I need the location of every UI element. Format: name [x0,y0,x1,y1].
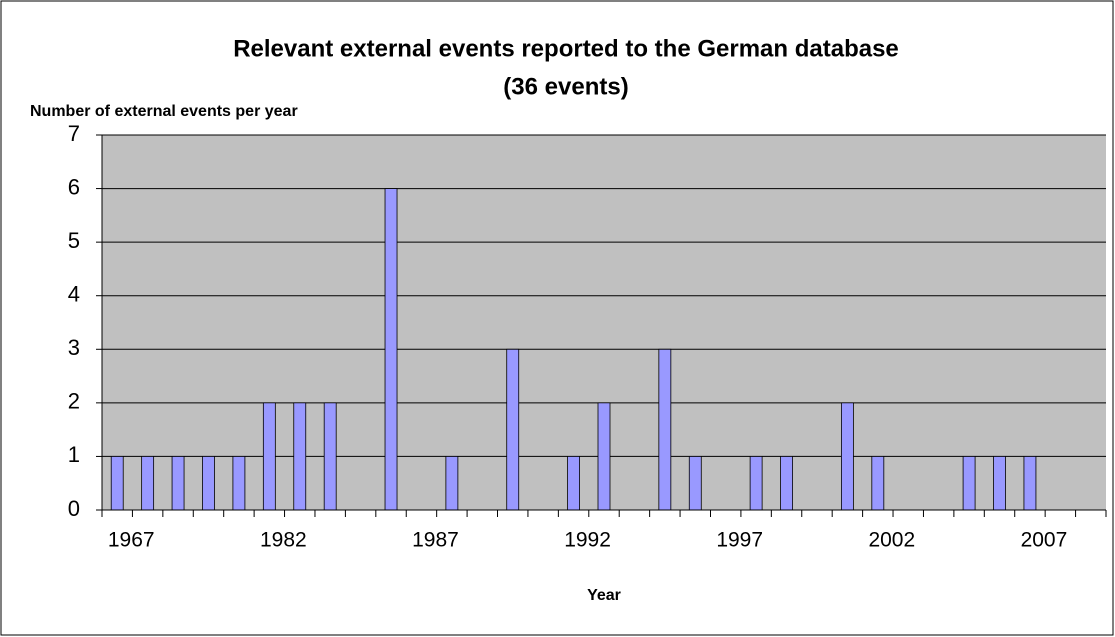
bar [293,402,307,511]
x-tick-label: 2007 [1021,529,1068,552]
bar [110,456,124,511]
y-tick-label: 0 [68,496,80,521]
x-axis-title: Year [587,587,621,604]
bar [840,402,854,511]
bar [871,456,885,511]
bar [323,402,337,511]
bar [658,348,672,511]
bar [384,188,398,511]
chart-subtitle: (36 events) [503,73,628,100]
y-axis-title: Number of external events per year [30,103,298,120]
y-tick-label: 1 [68,442,80,467]
bar [445,456,459,511]
x-tick-label: 1997 [716,529,763,552]
bar [688,456,702,511]
bar [1023,456,1037,511]
bar [232,456,246,511]
bar [506,348,520,511]
y-tick-label: 4 [68,282,80,307]
y-tick-label: 5 [68,228,80,253]
bar [262,402,276,511]
chart-title: Relevant external events reported to the… [233,35,899,62]
bar [171,456,185,511]
bar [141,456,155,511]
bar [202,456,215,511]
bar [993,456,1006,511]
bar [567,456,580,511]
y-tick-label: 7 [68,121,80,146]
y-tick-label: 3 [68,335,80,360]
bar [780,456,793,511]
y-tick-label: 2 [68,389,80,414]
x-tick-label: 1987 [412,529,459,552]
x-tick-label: 1982 [260,529,307,552]
bar [597,402,611,511]
x-tick-label: 1992 [564,529,611,552]
bar [749,456,763,511]
bar [962,456,976,511]
y-tick-label: 6 [68,174,80,199]
x-tick-label: 1967 [108,529,155,552]
x-tick-label: 2002 [868,529,915,552]
